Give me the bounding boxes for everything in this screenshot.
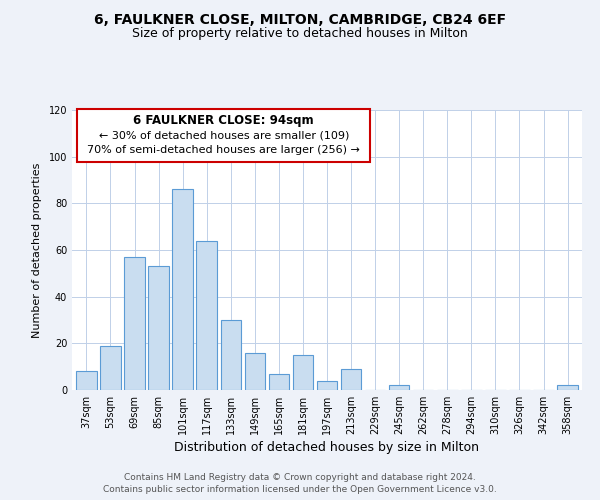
Bar bbox=[196, 240, 217, 390]
Bar bbox=[293, 355, 313, 390]
Text: 70% of semi-detached houses are larger (256) →: 70% of semi-detached houses are larger (… bbox=[87, 145, 360, 155]
Bar bbox=[269, 374, 289, 390]
Bar bbox=[172, 190, 193, 390]
Text: 6 FAULKNER CLOSE: 94sqm: 6 FAULKNER CLOSE: 94sqm bbox=[133, 114, 314, 127]
Text: 6, FAULKNER CLOSE, MILTON, CAMBRIDGE, CB24 6EF: 6, FAULKNER CLOSE, MILTON, CAMBRIDGE, CB… bbox=[94, 12, 506, 26]
Text: ← 30% of detached houses are smaller (109): ← 30% of detached houses are smaller (10… bbox=[98, 130, 349, 140]
Bar bbox=[124, 257, 145, 390]
Text: Contains HM Land Registry data © Crown copyright and database right 2024.: Contains HM Land Registry data © Crown c… bbox=[124, 473, 476, 482]
Text: Size of property relative to detached houses in Milton: Size of property relative to detached ho… bbox=[132, 28, 468, 40]
Bar bbox=[389, 386, 409, 390]
X-axis label: Distribution of detached houses by size in Milton: Distribution of detached houses by size … bbox=[175, 441, 479, 454]
Y-axis label: Number of detached properties: Number of detached properties bbox=[32, 162, 41, 338]
Bar bbox=[245, 352, 265, 390]
Bar bbox=[148, 266, 169, 390]
Bar bbox=[341, 369, 361, 390]
Bar bbox=[221, 320, 241, 390]
Text: Contains public sector information licensed under the Open Government Licence v3: Contains public sector information licen… bbox=[103, 484, 497, 494]
Bar bbox=[557, 386, 578, 390]
Bar bbox=[317, 380, 337, 390]
Bar bbox=[100, 346, 121, 390]
FancyBboxPatch shape bbox=[77, 108, 370, 162]
Bar bbox=[76, 372, 97, 390]
